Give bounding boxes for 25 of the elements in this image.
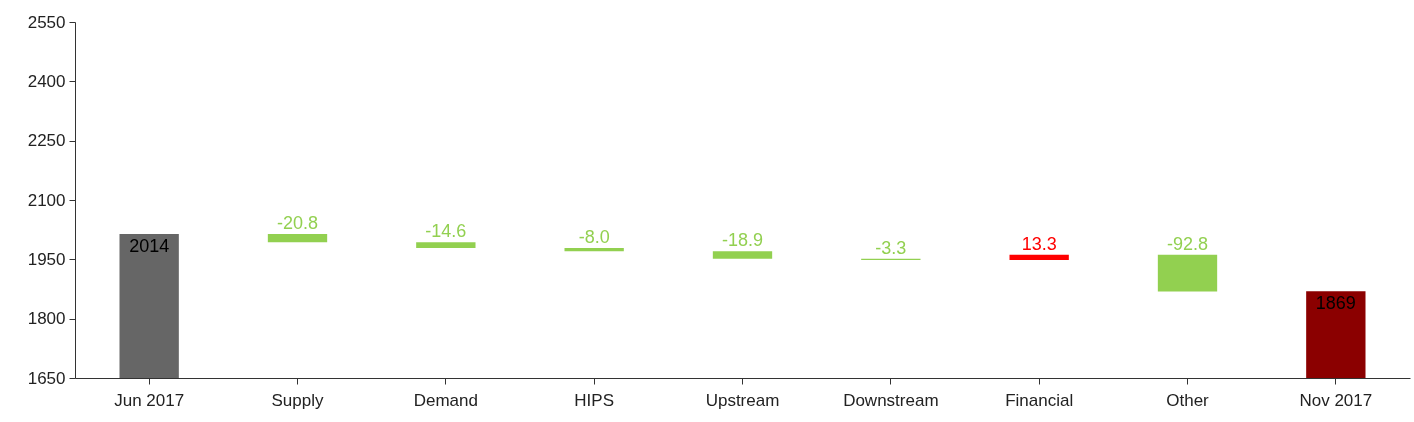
data-label: 2014: [129, 236, 170, 257]
x-tick-label: Upstream: [705, 390, 780, 410]
x-tick-label: Nov 2017: [1299, 390, 1373, 410]
y-tick-label: 2100: [27, 190, 66, 210]
y-tick-label: 1950: [27, 249, 66, 269]
x-tick-label: Financial: [1005, 390, 1074, 410]
x-tick-label: HIPS: [574, 390, 615, 410]
x-tick-label: Downstream: [843, 390, 939, 410]
data-label: 13.3: [1021, 233, 1057, 254]
data-label: -18.9: [721, 230, 764, 251]
x-tick-label: Supply: [271, 390, 324, 410]
data-label: -20.8: [276, 213, 319, 234]
y-tick-label: 2250: [27, 131, 66, 151]
data-label: -14.6: [425, 221, 467, 242]
y-tick-label: 1800: [27, 309, 66, 329]
x-tick-label: Demand: [413, 390, 478, 410]
data-label: -8.0: [578, 227, 610, 248]
y-tick-label: 2550: [27, 12, 66, 32]
data-label: -3.3: [875, 237, 907, 258]
x-tick-label: Jun 2017: [114, 390, 185, 410]
y-tick-label: 1650: [27, 368, 66, 388]
data-label: -92.8: [1166, 233, 1209, 254]
x-tick-label: Other: [1166, 390, 1210, 410]
data-label: 1869: [1315, 293, 1356, 314]
y-tick-label: 2400: [27, 71, 66, 91]
